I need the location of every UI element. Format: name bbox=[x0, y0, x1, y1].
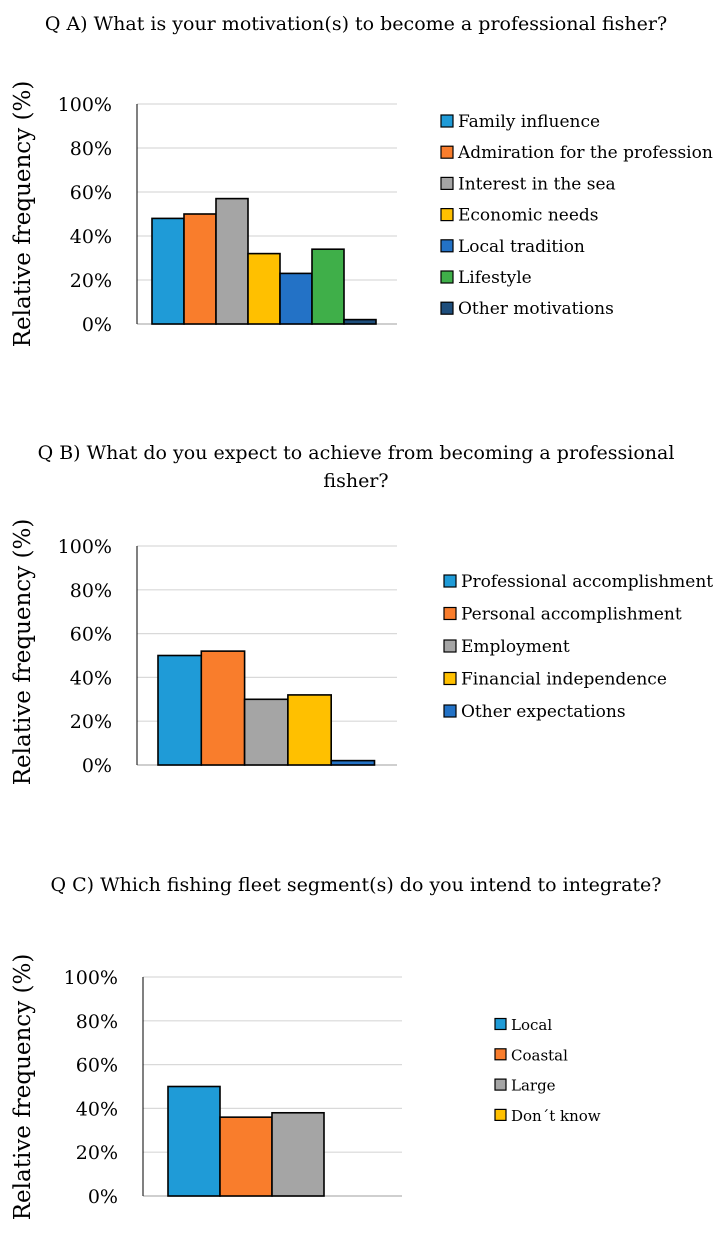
chart-a-bar bbox=[279, 272, 313, 325]
chart-b-legend-label: Financial independence bbox=[461, 670, 667, 690]
chart-a-ytick-label: 0% bbox=[82, 314, 112, 336]
chart-b-legend-label: Other expectations bbox=[461, 702, 626, 722]
chart-c-bar bbox=[219, 1116, 273, 1197]
chart-c-legend-label: Don´t know bbox=[511, 1107, 601, 1125]
chart-a-legend-swatch bbox=[440, 176, 454, 190]
chart-c-ytick-label: 40% bbox=[76, 1098, 118, 1120]
chart-c-legend-swatch bbox=[494, 1048, 507, 1061]
chart-a-legend-swatch bbox=[440, 239, 454, 253]
chart-c-legend-label: Local bbox=[511, 1016, 552, 1034]
chart-a-legend-label: Local tradition bbox=[458, 237, 585, 257]
chart-a-bar bbox=[215, 197, 249, 325]
chart-b-ytick-label: 80% bbox=[70, 580, 112, 602]
chart-a-legend-swatch bbox=[440, 301, 454, 315]
chart-a-legend-label: Family influence bbox=[458, 112, 600, 132]
chart-b-legend-label: Personal accomplishment bbox=[461, 605, 682, 625]
chart-b-ytick-label: 20% bbox=[70, 711, 112, 733]
chart-a-yticks: 0% 20% 40% 60% 80% 100% bbox=[58, 94, 112, 336]
chart-b-bar bbox=[287, 694, 332, 766]
chart-a-ytick-label: 20% bbox=[70, 270, 112, 292]
chart-c-ytick-label: 20% bbox=[76, 1142, 118, 1164]
chart-a-legend: Family influence Admiration for the profe… bbox=[440, 112, 713, 319]
chart-c-bar bbox=[271, 1111, 325, 1197]
chart-c-legend-swatch bbox=[494, 1017, 507, 1031]
chart-c-legend-label: Large bbox=[511, 1077, 556, 1095]
chart-c-ytick-label: 100% bbox=[64, 967, 118, 989]
chart-a-legend-swatch bbox=[440, 208, 454, 222]
chart-c-legend: Local Coastal Large Don´t know bbox=[494, 1016, 601, 1125]
chart-b-ytick-label: 60% bbox=[70, 624, 112, 646]
chart-b-legend-swatch bbox=[443, 574, 457, 588]
chart-a-title: Q A) What is your motivation(s) to becom… bbox=[45, 13, 667, 35]
chart-b-legend-label: Employment bbox=[461, 637, 570, 657]
chart-a-bars bbox=[151, 197, 377, 325]
chart-a-legend-swatch bbox=[440, 270, 454, 284]
chart-c-legend-label: Coastal bbox=[511, 1046, 568, 1064]
chart-a-ytick-label: 80% bbox=[70, 138, 112, 160]
chart-b-bar bbox=[200, 650, 246, 766]
chart-b-legend-swatch bbox=[443, 704, 457, 718]
chart-b-bars bbox=[157, 650, 376, 766]
chart-a-bar bbox=[343, 318, 377, 325]
chart-c-yticks: 0% 20% 40% 60% 80% 100% bbox=[64, 967, 118, 1208]
chart-a-legend-label: Interest in the sea bbox=[458, 174, 616, 194]
chart-b-ylabel: Relative frequency (%) bbox=[10, 519, 36, 786]
chart-b-legend-swatch bbox=[443, 606, 457, 621]
chart-a-legend-swatch bbox=[440, 114, 454, 128]
chart-c-bars bbox=[167, 1085, 325, 1197]
chart-c-ytick-label: 0% bbox=[88, 1186, 118, 1208]
chart-b-bar bbox=[157, 654, 203, 766]
chart-b: Q B) What do you expect to achieve from … bbox=[10, 442, 713, 785]
chart-b-legend-swatch bbox=[443, 639, 457, 653]
chart-b-bar bbox=[243, 698, 289, 766]
chart-a-ytick-label: 40% bbox=[70, 226, 112, 248]
chart-c: Q C) Which fishing fleet segment(s) do y… bbox=[10, 874, 661, 1220]
chart-b-yticks: 0% 20% 40% 60% 80% 100% bbox=[58, 536, 112, 777]
chart-a-legend-label: Other motivations bbox=[458, 299, 614, 319]
chart-c-ytick-label: 80% bbox=[76, 1011, 118, 1033]
chart-b-ytick-label: 100% bbox=[58, 536, 112, 558]
chart-c-bar bbox=[167, 1085, 221, 1197]
chart-b-bar bbox=[330, 759, 376, 766]
chart-a-legend-swatch bbox=[440, 145, 454, 159]
chart-b-legend: Professional accomplishment Personal acco… bbox=[443, 572, 713, 722]
chart-b-ytick-label: 0% bbox=[82, 755, 112, 777]
chart-c-ylabel: Relative frequency (%) bbox=[10, 954, 36, 1221]
chart-b-title-line-1: Q B) What do you expect to achieve from … bbox=[38, 442, 675, 464]
chart-a-bar bbox=[151, 217, 185, 325]
chart-a-ytick-label: 60% bbox=[70, 182, 112, 204]
chart-c-legend-swatch bbox=[494, 1108, 507, 1122]
chart-a-bar bbox=[311, 248, 345, 325]
chart-b-legend-swatch bbox=[443, 671, 457, 686]
chart-a-bar bbox=[247, 252, 281, 325]
chart-b-ytick-label: 40% bbox=[70, 667, 112, 689]
chart-c-legend-swatch bbox=[494, 1078, 507, 1091]
chart-a-ylabel: Relative frequency (%) bbox=[10, 81, 36, 348]
chart-a-bar bbox=[183, 213, 217, 325]
chart-a-ytick-label: 100% bbox=[58, 94, 112, 116]
chart-a-legend-label: Admiration for the profession bbox=[457, 143, 713, 163]
chart-b-title-line-2: fisher? bbox=[323, 470, 388, 492]
chart-c-title: Q C) Which fishing fleet segment(s) do y… bbox=[51, 874, 662, 896]
chart-a: Q A) What is your motivation(s) to becom… bbox=[10, 13, 713, 347]
chart-a-legend-label: Lifestyle bbox=[458, 268, 532, 288]
chart-b-legend-label: Professional accomplishment bbox=[461, 572, 713, 592]
chart-a-legend-label: Economic needs bbox=[458, 206, 599, 226]
chart-c-ytick-label: 60% bbox=[76, 1055, 118, 1077]
